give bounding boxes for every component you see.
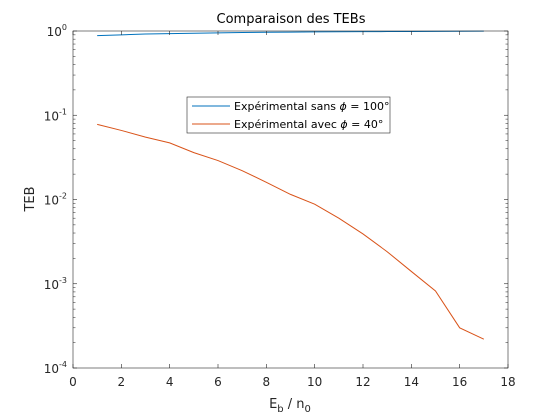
y-axis-ticks: 10-4 10-3 10-2 10-1 100 <box>44 23 508 376</box>
series-line-0 <box>97 30 484 37</box>
x-axis-ticks: 0 2 4 6 8 10 12 14 16 18 <box>69 31 516 389</box>
x-tick-label: 2 <box>118 375 126 389</box>
legend-entry-series-0: Expérimental sans ϕ = 100° <box>234 100 390 113</box>
series-layer <box>97 30 485 340</box>
x-tick-label: 0 <box>69 375 77 389</box>
x-tick-label: 10 <box>307 375 322 389</box>
legend: Expérimental sans ϕ = 100° Expérimental … <box>186 96 391 134</box>
x-tick-label: 12 <box>355 375 370 389</box>
series-line-1 <box>97 123 485 340</box>
y-axis-label: TEB <box>23 186 38 212</box>
x-tick-label: 4 <box>166 375 174 389</box>
x-tick-label: 8 <box>263 375 271 389</box>
y-tick-label: 10-2 <box>44 192 67 208</box>
x-tick-label: 6 <box>214 375 222 389</box>
chart-title: Comparaison des TEBs <box>217 12 366 27</box>
y-tick-label: 10-3 <box>44 276 67 292</box>
x-label-base2: n <box>296 397 304 412</box>
y-tick-label: 10-1 <box>44 107 67 123</box>
x-tick-label: 14 <box>404 375 419 389</box>
x-tick-label: 18 <box>500 375 515 389</box>
x-axis-label: Eb / n0 <box>269 397 311 415</box>
x-label-base2-subscript: 0 <box>305 404 311 415</box>
legend-entry-series-1: Expérimental avec ϕ = 40° <box>234 118 383 131</box>
x-label-separator: / <box>284 397 297 412</box>
y-tick-label: 10-4 <box>44 360 67 376</box>
plot-background <box>73 31 508 368</box>
y-tick-label: 100 <box>47 23 67 39</box>
x-label-base: E <box>269 397 277 412</box>
x-label-base-subscript: b <box>277 404 283 415</box>
x-tick-label: 16 <box>452 375 467 389</box>
legend-box <box>186 96 391 134</box>
